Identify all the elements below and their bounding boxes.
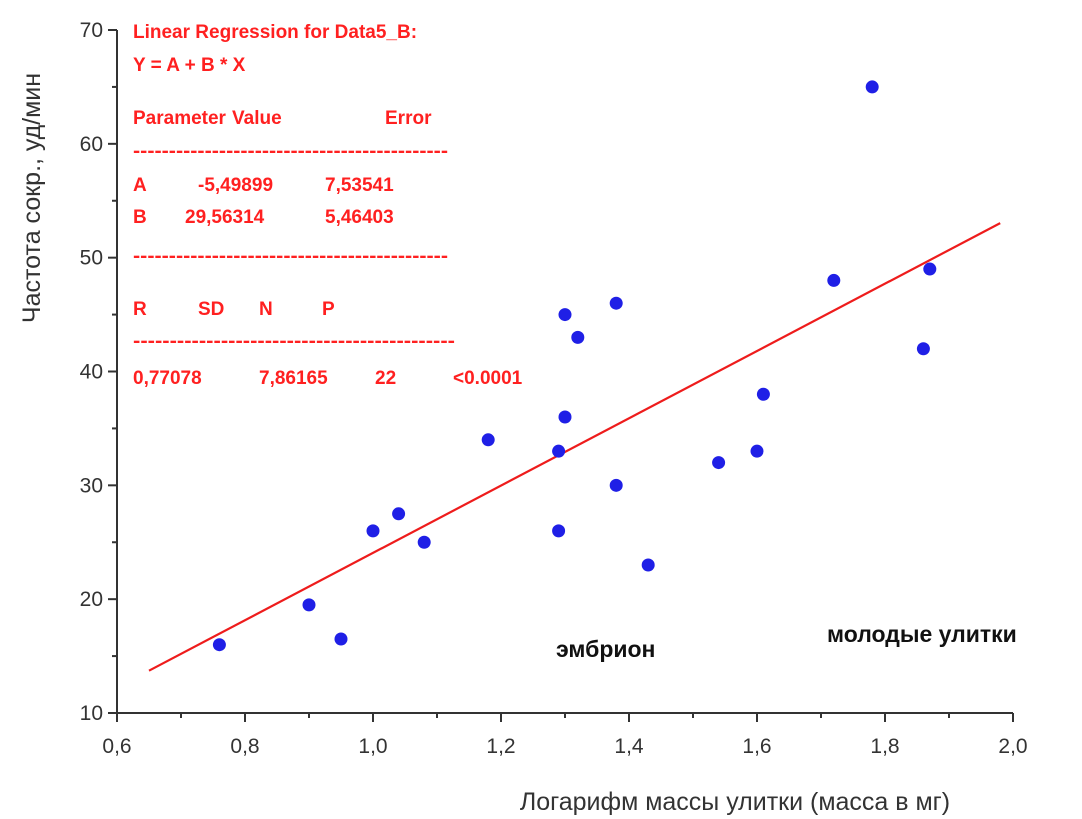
- dashes-2: ----------------------------------------…: [133, 246, 448, 267]
- dashes-3: ----------------------------------------…: [133, 331, 455, 352]
- regression-box: Linear Regression for Data5_B: Y = A + B…: [133, 22, 523, 389]
- data-point: [552, 524, 566, 538]
- x-tick-label: 0,8: [230, 735, 259, 758]
- regression-title: Linear Regression for Data5_B:: [133, 22, 417, 43]
- data-point: [923, 262, 937, 276]
- x-tick-label: 2,0: [998, 735, 1027, 758]
- y-tick-label: 60: [80, 133, 103, 156]
- x-ticks: 0,6 0,8 1,0 1,2 1,4 1,6 1,8 2,0: [102, 713, 1028, 758]
- data-points: [212, 80, 937, 652]
- data-point: [916, 342, 930, 356]
- row-a-name: A: [133, 175, 147, 196]
- stat-sd-label: SD: [198, 299, 224, 320]
- annotation-embryo: эмбрион: [556, 636, 655, 662]
- stat-r-label: R: [133, 299, 147, 320]
- data-point: [366, 524, 380, 538]
- y-axis-title: Частота сокр., уд/мин: [18, 73, 46, 323]
- y-ticks: 10 20 30 40 50 60 70: [80, 19, 117, 725]
- y-tick-label: 40: [80, 361, 103, 384]
- x-tick-label: 1,8: [870, 735, 899, 758]
- data-point: [417, 535, 431, 549]
- row-b-error: 5,46403: [325, 207, 394, 228]
- data-point: [302, 598, 316, 612]
- x-axis-title: Логарифм массы улитки (масса в мг): [520, 788, 950, 816]
- regression-equation: Y = A + B * X: [133, 55, 246, 76]
- data-point: [750, 444, 764, 458]
- row-b-value: 29,56314: [185, 207, 265, 228]
- stat-p-value: <0.0001: [453, 368, 523, 389]
- y-tick-label: 30: [80, 474, 103, 497]
- stat-p-label: P: [322, 299, 335, 320]
- x-tick-label: 1,0: [358, 735, 387, 758]
- data-point: [558, 308, 572, 322]
- data-point: [334, 632, 348, 646]
- data-point: [571, 330, 585, 344]
- y-tick-label: 20: [80, 588, 103, 611]
- data-point: [481, 433, 495, 447]
- header-parameter: Parameter: [133, 108, 227, 129]
- data-point: [558, 410, 572, 424]
- row-b-name: B: [133, 207, 147, 228]
- x-tick-label: 1,6: [742, 735, 771, 758]
- data-point: [392, 507, 406, 521]
- x-tick-label: 1,2: [486, 735, 515, 758]
- data-point: [756, 387, 770, 401]
- row-a-value: -5,49899: [198, 175, 273, 196]
- x-tick-label: 1,4: [614, 735, 644, 758]
- data-point: [212, 638, 226, 652]
- stat-r-value: 0,77078: [133, 368, 202, 389]
- stat-n-label: N: [259, 299, 273, 320]
- header-error: Error: [385, 108, 432, 129]
- data-point: [712, 456, 726, 470]
- data-point: [609, 296, 623, 310]
- header-value: Value: [232, 108, 282, 129]
- data-point: [827, 273, 841, 287]
- regression-line: [148, 222, 1001, 672]
- dashes-1: ----------------------------------------…: [133, 141, 448, 162]
- data-point: [865, 80, 879, 94]
- y-tick-label: 70: [80, 19, 103, 42]
- annotation-young-snails: молодые улитки: [827, 621, 1017, 647]
- row-a-error: 7,53541: [325, 175, 394, 196]
- data-point: [641, 558, 655, 572]
- data-point: [609, 478, 623, 492]
- y-tick-label: 10: [80, 702, 103, 725]
- data-point: [552, 444, 566, 458]
- stat-n-value: 22: [375, 368, 396, 389]
- stat-sd-value: 7,86165: [259, 368, 328, 389]
- y-tick-label: 50: [80, 247, 103, 270]
- x-tick-label: 0,6: [102, 735, 131, 758]
